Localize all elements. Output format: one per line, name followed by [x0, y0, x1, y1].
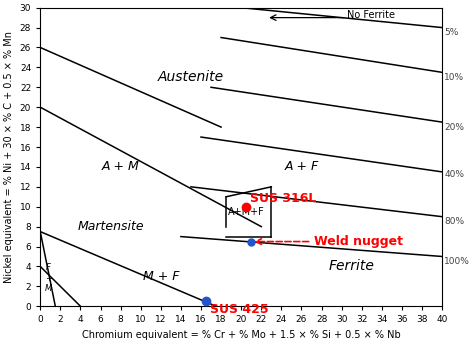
Text: 40%: 40% — [444, 170, 464, 179]
Text: 100%: 100% — [444, 257, 470, 266]
Text: 80%: 80% — [444, 217, 464, 226]
Text: A + M: A + M — [102, 160, 139, 173]
Text: Weld nugget: Weld nugget — [313, 235, 402, 248]
Text: 20%: 20% — [444, 122, 464, 132]
X-axis label: Chromium equivalent = % Cr + % Mo + 1.5 × % Si + 0.5 × % Nb: Chromium equivalent = % Cr + % Mo + 1.5 … — [82, 330, 401, 340]
Text: Austenite: Austenite — [158, 70, 224, 84]
Text: Martensite: Martensite — [77, 220, 144, 233]
Text: 5%: 5% — [444, 28, 458, 37]
Text: SUS 425: SUS 425 — [210, 303, 269, 316]
Text: Ferrite: Ferrite — [329, 259, 374, 273]
Y-axis label: Nickel equivalent = % Ni + 30 × % C + 0.5 × % Mn: Nickel equivalent = % Ni + 30 × % C + 0.… — [4, 31, 14, 283]
Text: A+M+F: A+M+F — [228, 207, 264, 217]
Text: M + F: M + F — [143, 270, 179, 283]
Text: F
+
M: F + M — [45, 264, 52, 293]
Text: No Ferrite: No Ferrite — [346, 10, 395, 20]
Text: SUS 316L: SUS 316L — [250, 192, 317, 205]
Text: 10%: 10% — [444, 73, 464, 82]
Text: A + F: A + F — [284, 160, 319, 173]
